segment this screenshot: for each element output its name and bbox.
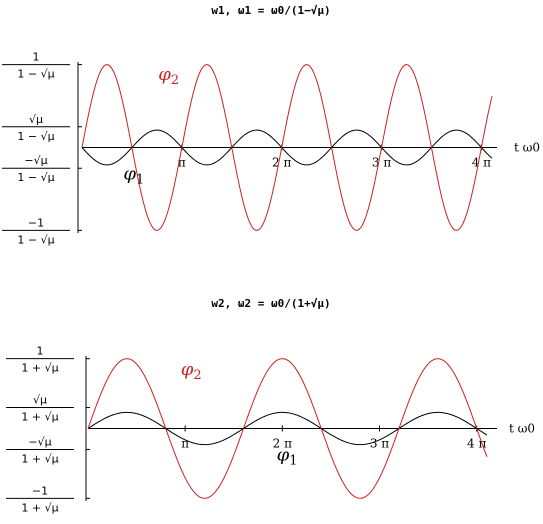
series-line-φ1 xyxy=(87,411,488,446)
x-tick-label: 2 π xyxy=(273,437,292,451)
y-tick-numerator: √μ xyxy=(33,394,47,407)
y-tick-label: √μ 1 − √μ xyxy=(2,113,70,143)
y-tick-numerator: 1 xyxy=(37,345,44,358)
x-tick-label: 2 π xyxy=(272,156,291,170)
series-label-φ2: φ2 xyxy=(181,359,202,383)
series-label-φ1: φ1 xyxy=(123,164,144,188)
x-tick-label: 3 π xyxy=(370,437,389,451)
y-tick-denominator: 1 + √μ xyxy=(21,411,58,424)
series-line-φ2 xyxy=(87,358,488,499)
series-line-φ1 xyxy=(81,129,493,166)
x-tick-label: 4 π xyxy=(467,437,486,451)
y-tick-label: 1 1 + √μ xyxy=(6,345,74,375)
y-tick-numerator: 1 xyxy=(33,51,40,64)
chart-title: w2, ω2 = ω0/(1+√μ) xyxy=(211,297,330,310)
y-tick-label: −√μ 1 + √μ xyxy=(6,435,74,465)
y-tick-label: √μ 1 + √μ xyxy=(6,394,74,424)
series-line-φ2 xyxy=(81,64,493,231)
y-tick-denominator: 1 − √μ xyxy=(17,68,54,81)
y-tick-denominator: 1 − √μ xyxy=(17,171,54,184)
y-tick-label: 1 1 − √μ xyxy=(2,51,70,81)
y-tick-label: −√μ 1 − √μ xyxy=(2,154,70,184)
y-tick-denominator: 1 − √μ xyxy=(17,233,54,246)
y-tick-numerator: −√μ xyxy=(24,154,47,167)
y-tick-denominator: 1 − √μ xyxy=(17,130,54,143)
y-tick-numerator: −1 xyxy=(28,216,44,229)
x-axis-label: t ω0 xyxy=(514,141,540,155)
x-tick-label: π xyxy=(178,156,186,170)
y-tick-denominator: 1 + √μ xyxy=(21,452,58,465)
chart-title: w1, ω1 = ω0/(1−√μ) xyxy=(211,4,330,17)
y-tick-numerator: −1 xyxy=(32,484,48,497)
series-label-φ1: φ1 xyxy=(277,445,298,469)
series-label-φ2: φ2 xyxy=(158,64,179,88)
x-tick-label: 3 π xyxy=(372,156,391,170)
x-tick-label: π xyxy=(181,437,189,451)
y-tick-denominator: 1 + √μ xyxy=(21,501,58,514)
x-tick-label: 4 π xyxy=(472,156,491,170)
x-axis-label: t ω0 xyxy=(509,422,535,436)
y-tick-label: −1 1 + √μ xyxy=(6,484,74,514)
y-tick-numerator: √μ xyxy=(29,113,43,126)
y-tick-label: −1 1 − √μ xyxy=(2,216,70,246)
y-tick-denominator: 1 + √μ xyxy=(21,362,58,375)
y-tick-numerator: −√μ xyxy=(28,435,51,448)
